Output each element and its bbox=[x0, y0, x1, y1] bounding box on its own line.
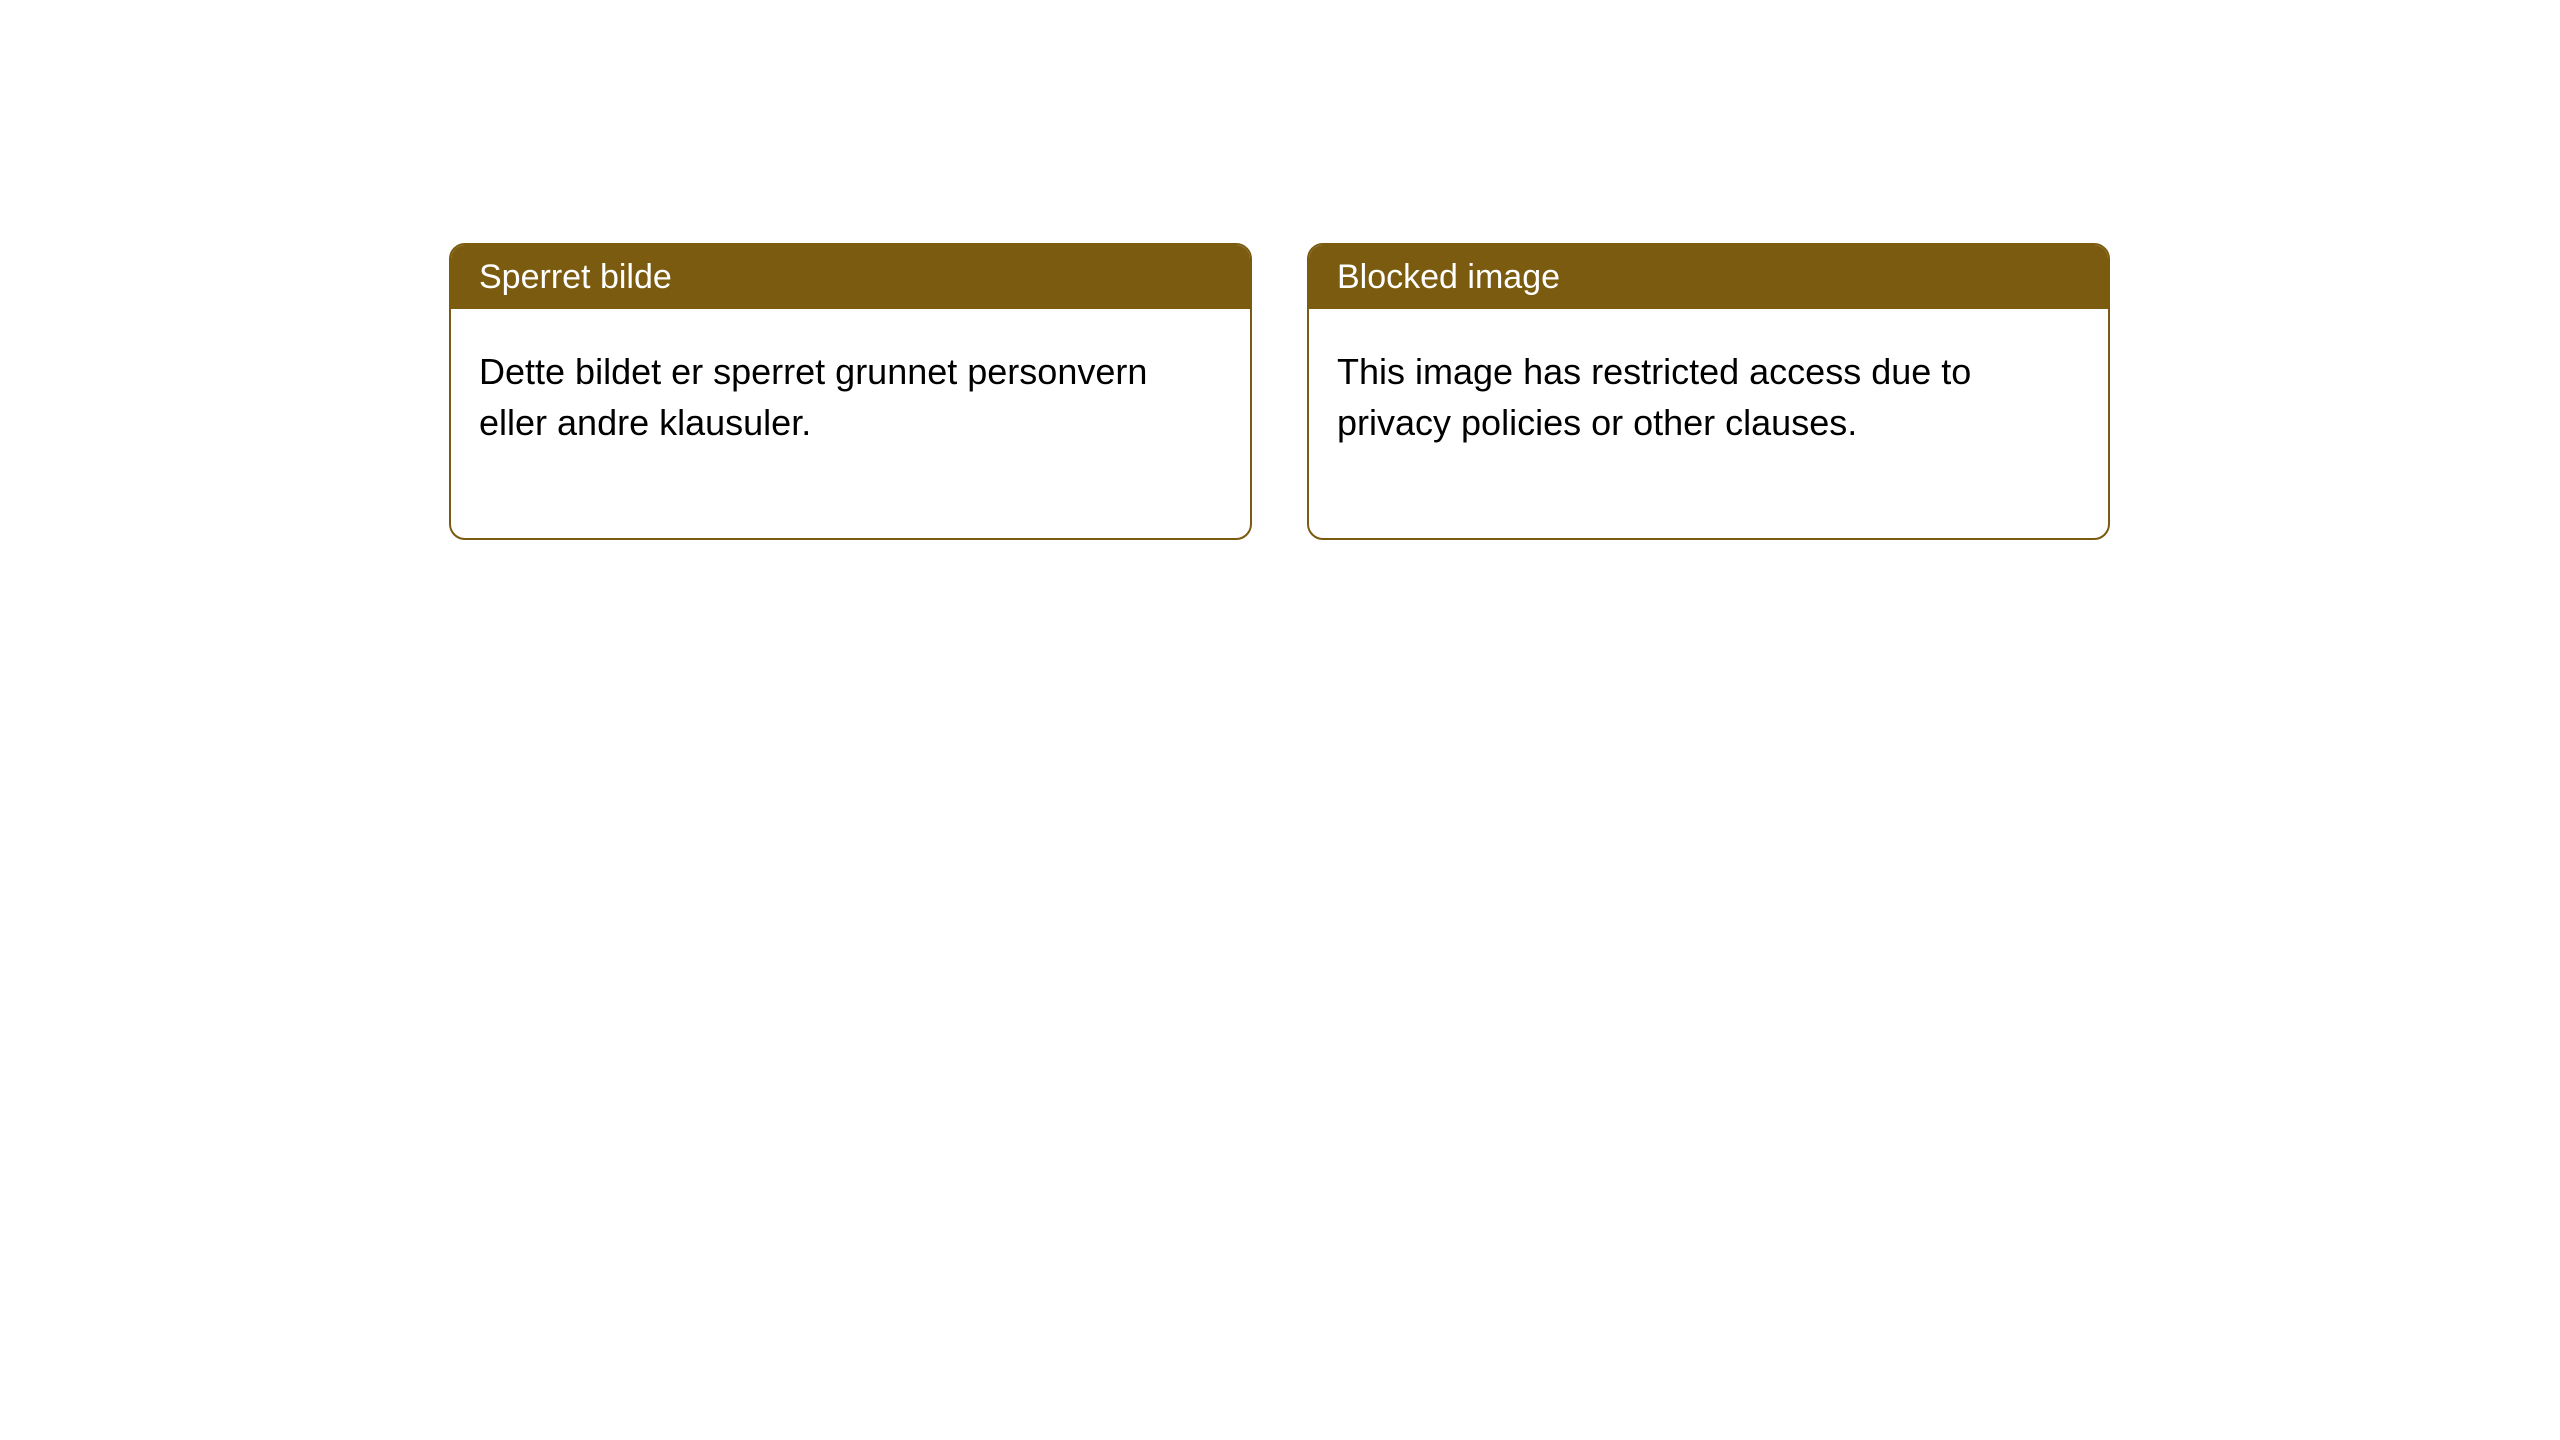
card-body: Dette bildet er sperret grunnet personve… bbox=[451, 309, 1250, 538]
notice-cards-container: Sperret bilde Dette bildet er sperret gr… bbox=[449, 243, 2560, 540]
notice-card-english: Blocked image This image has restricted … bbox=[1307, 243, 2110, 540]
card-title: Sperret bilde bbox=[451, 245, 1250, 309]
card-body: This image has restricted access due to … bbox=[1309, 309, 2108, 538]
notice-card-norwegian: Sperret bilde Dette bildet er sperret gr… bbox=[449, 243, 1252, 540]
card-title: Blocked image bbox=[1309, 245, 2108, 309]
